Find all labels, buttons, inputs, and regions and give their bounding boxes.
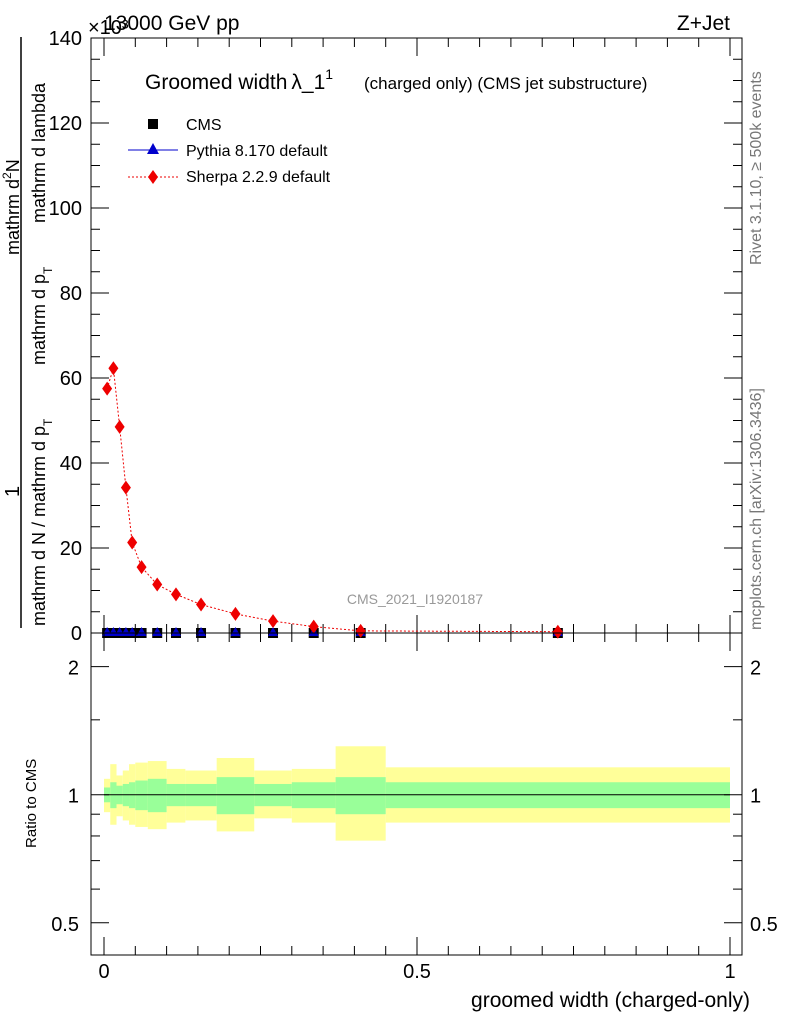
legend-label-pythia: Pythia 8.170 default	[186, 143, 328, 160]
chart-subtitle: (charged only) (CMS jet substructure)	[364, 74, 647, 93]
legend-item-sherpa: Sherpa 2.2.9 default	[128, 169, 331, 186]
chart-title-text: Groomed width	[145, 71, 287, 94]
ratio-ytick-label-right: 0.5	[750, 914, 778, 936]
exponent-label: ×10³	[88, 17, 129, 39]
ratio-ytick-label: 1	[68, 786, 79, 808]
main-ytick-label: 100	[49, 198, 82, 220]
ratio-ytick-label-right: 2	[750, 658, 761, 680]
xtick-label: 0	[98, 961, 109, 983]
chart-title-symbol: λ_1	[291, 71, 325, 94]
pythia-point	[108, 627, 119, 636]
ratio-ytick-label: 0.5	[51, 914, 79, 936]
ratio-ytick-label: 2	[68, 658, 79, 680]
chart-title-superscript: 1	[325, 66, 333, 82]
pythia-point	[136, 627, 147, 636]
xtick-label: 0.5	[403, 961, 431, 983]
stat-band-bin	[335, 777, 386, 815]
legend-item-pythia: Pythia 8.170 default	[128, 143, 328, 160]
sherpa-line	[106, 368, 558, 633]
legend-item-cms: CMS	[148, 117, 222, 134]
main-ytick-label: 140	[49, 28, 82, 50]
main-ticks: 0 20 40 60 80 100 120 140	[49, 28, 742, 645]
ylabel-numerator: 1	[2, 486, 24, 497]
sherpa-point	[136, 560, 147, 575]
ylabel-top-line2: N	[3, 159, 23, 172]
pythia-point	[127, 627, 138, 636]
ylabel-den2-text: mathrm d p	[29, 274, 49, 365]
pythia-point	[114, 627, 125, 636]
watermark-text: CMS_2021_I1920187	[347, 591, 483, 607]
chart-title: Groomed width λ_11	[145, 66, 333, 94]
main-ytick-label: 120	[49, 113, 82, 135]
sherpa-point	[108, 361, 119, 376]
rivet-label: Rivet 3.1.10, ≥ 500k events	[748, 71, 765, 265]
legend-marker-square-icon	[148, 119, 158, 129]
ylabel-top-numerator: mathrm d2N	[0, 159, 23, 255]
ratio-ylabel: Ratio to CMS	[23, 759, 40, 848]
pythia-point	[196, 627, 207, 636]
main-ytick-label: 60	[60, 368, 82, 390]
sherpa-point	[170, 587, 181, 602]
watermark-group: CMS_2021_I1920187	[347, 591, 483, 607]
main-ytick-label: 0	[71, 623, 82, 645]
legend-marker-triangle-icon	[147, 143, 159, 154]
ratio-bands	[104, 746, 730, 841]
ylabel-denominator-3: mathrm d lambda	[29, 82, 49, 223]
energy-label: 13000 GeV pp	[104, 12, 239, 35]
stat-band-bin	[216, 777, 255, 815]
ratio-panel: 0.5 0.5 1 1 2 2 0 0.5 1 Ratio to CMS groomed wid…	[23, 632, 778, 1012]
sherpa-point	[127, 535, 138, 550]
main-ytick-label: 20	[60, 538, 82, 560]
ylabel-den2-sub: T	[41, 266, 55, 274]
main-ytick-label: 40	[60, 453, 82, 475]
main-ylabel: 1 mathrm d2N mathrm d N / mathrm d pT ma…	[0, 37, 55, 628]
sherpa-point	[152, 577, 163, 592]
ylabel-top-line1: mathrm d	[3, 179, 23, 255]
sherpa-point	[268, 614, 279, 629]
xtick-label: 1	[724, 961, 735, 983]
ylabel-denominator-1: mathrm d N / mathrm d pT	[29, 418, 55, 626]
ylabel-top-sup: 2	[0, 172, 14, 179]
legend-label-cms: CMS	[186, 117, 222, 134]
sherpa-point	[196, 597, 207, 612]
sherpa-point	[120, 480, 131, 495]
pythia-point	[120, 627, 131, 636]
sherpa-point	[552, 624, 563, 639]
ratio-ticks: 0.5 0.5 1 1 2 2 0 0.5 1	[51, 633, 778, 983]
main-ytick-label: 80	[60, 283, 82, 305]
xaxis-label: groomed width (charged-only)	[471, 989, 750, 1012]
legend-marker-diamond-icon	[148, 170, 158, 184]
pythia-point	[152, 627, 163, 636]
ylabel-den1-text: mathrm d N / mathrm d p	[29, 426, 49, 626]
stat-band-bin	[147, 778, 167, 813]
process-label: Z+Jet	[677, 12, 730, 35]
ylabel-den1-sub: T	[41, 418, 55, 426]
sherpa-point	[114, 419, 125, 434]
ratio-ytick-label-right: 1	[750, 786, 761, 808]
stat-band-bin	[135, 780, 148, 811]
mcplots-label: mcplots.cern.ch [arXiv:1306.3436]	[748, 388, 765, 630]
main-series	[102, 361, 563, 639]
sherpa-point	[102, 381, 113, 396]
sherpa-point	[355, 623, 366, 638]
sherpa-point	[230, 606, 241, 621]
pythia-point	[268, 627, 279, 636]
legend: CMS Pythia 8.170 default Sherpa 2.2.9 de…	[128, 117, 331, 186]
legend-label-sherpa: Sherpa 2.2.9 default	[186, 169, 331, 186]
ylabel-denominator-2: mathrm d pT	[29, 266, 55, 365]
sherpa-point	[308, 619, 319, 634]
pythia-point	[170, 627, 181, 636]
pythia-point	[102, 627, 113, 636]
pythia-point	[230, 627, 241, 636]
